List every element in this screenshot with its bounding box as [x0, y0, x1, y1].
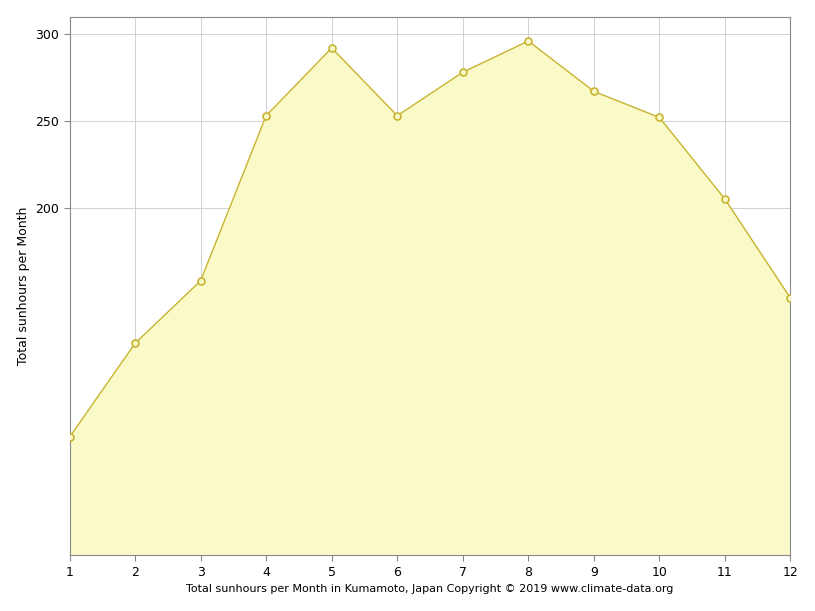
X-axis label: Total sunhours per Month in Kumamoto, Japan Copyright © 2019 www.climate-data.or: Total sunhours per Month in Kumamoto, Ja… — [187, 584, 674, 595]
Y-axis label: Total sunhours per Month: Total sunhours per Month — [16, 207, 29, 365]
